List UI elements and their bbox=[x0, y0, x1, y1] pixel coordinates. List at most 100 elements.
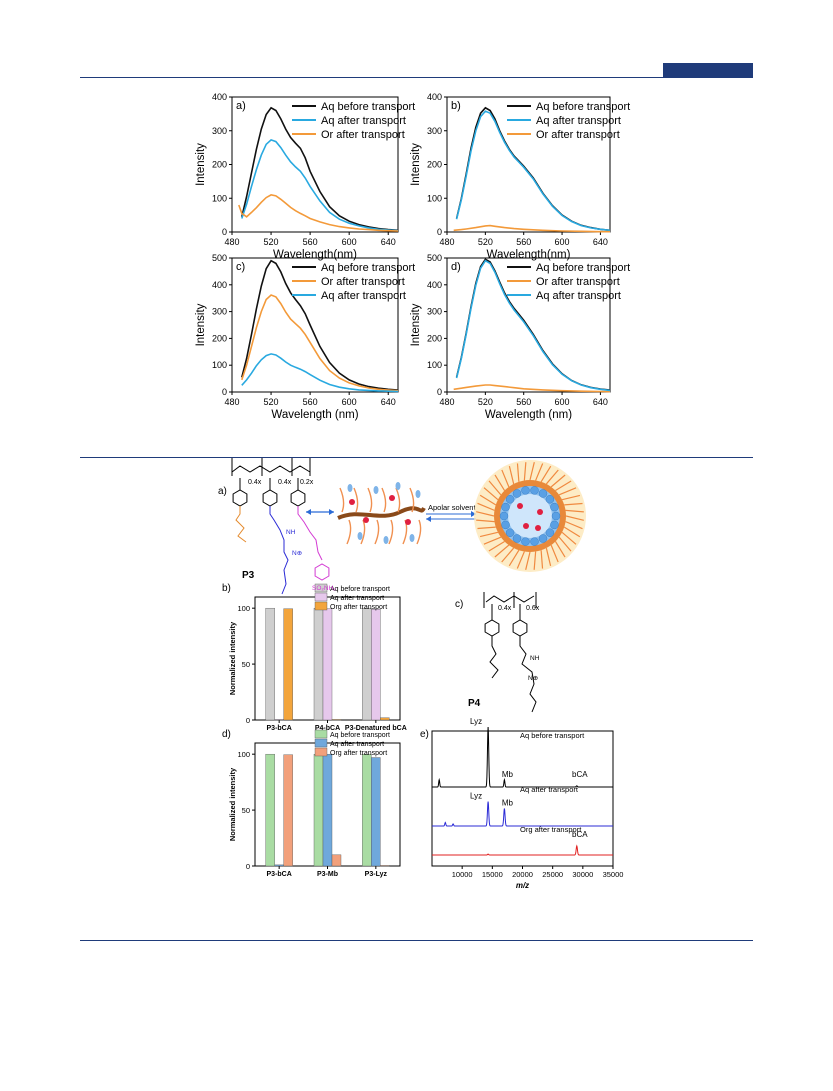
x-tick-label: 30000 bbox=[572, 870, 593, 879]
benzene-ring bbox=[232, 489, 248, 507]
micelle-arm bbox=[516, 463, 520, 482]
peak-label: Mb bbox=[502, 770, 514, 779]
micelle-arm bbox=[508, 465, 515, 485]
y-tick-label: 50 bbox=[242, 806, 250, 815]
bar bbox=[313, 753, 324, 867]
x-tick-label: 560 bbox=[516, 237, 531, 247]
micelle-arm bbox=[523, 462, 527, 481]
y-tick-label: 100 bbox=[237, 604, 250, 613]
legend-swatch bbox=[314, 747, 328, 757]
series-line-2 bbox=[455, 110, 611, 232]
micelle-arm bbox=[488, 480, 502, 496]
encapsulated-protein bbox=[517, 503, 523, 509]
micelle-bead bbox=[499, 511, 509, 521]
micelle-arm bbox=[561, 494, 581, 501]
y-axis-label: Intensity bbox=[195, 303, 207, 346]
plot-frame bbox=[231, 257, 399, 393]
micelle-arm bbox=[479, 531, 499, 538]
micelle-arm bbox=[550, 544, 559, 563]
micelle-bead bbox=[505, 528, 515, 537]
series-line-3 bbox=[453, 224, 610, 233]
legend-label: Or after transport bbox=[321, 276, 405, 288]
trace-label: Org after transport bbox=[520, 825, 582, 834]
bar bbox=[265, 607, 275, 721]
series-line-2 bbox=[241, 294, 399, 392]
category-label: P3-bCA bbox=[267, 871, 292, 878]
micelle-arm bbox=[494, 544, 510, 558]
micelle-bead bbox=[545, 528, 555, 537]
y-tick-label: 100 bbox=[212, 360, 227, 370]
x-tick-label: 480 bbox=[439, 237, 454, 247]
panel-label: c) bbox=[236, 261, 245, 273]
legend-label: Or after transport bbox=[536, 276, 620, 288]
chain-arm bbox=[409, 487, 415, 513]
bar bbox=[371, 757, 381, 867]
polymer-label: P3 bbox=[242, 570, 255, 581]
micelle-arm bbox=[540, 465, 552, 483]
micelle-bead bbox=[512, 534, 522, 543]
zwitterion-dot bbox=[357, 532, 363, 540]
micelle-arm bbox=[565, 515, 584, 521]
micelle-bead bbox=[550, 502, 559, 512]
arrow-head-left bbox=[306, 509, 311, 515]
micelle-bead bbox=[521, 537, 530, 546]
top-rule bbox=[80, 77, 753, 78]
series-line-1 bbox=[241, 259, 399, 391]
peak-label: Lyz bbox=[470, 717, 482, 726]
micelle-arm bbox=[508, 549, 520, 567]
legend-swatch bbox=[314, 729, 328, 739]
micelle-arm bbox=[555, 480, 572, 492]
micelle-bead bbox=[512, 489, 522, 498]
bar bbox=[283, 754, 293, 867]
micelle-arm bbox=[529, 462, 535, 481]
chain-arm bbox=[339, 487, 345, 513]
micelle-bead bbox=[505, 495, 515, 504]
legend-label: Aq after transport bbox=[330, 741, 384, 748]
x-tick-label: 480 bbox=[224, 397, 239, 407]
x-tick-label: 25000 bbox=[542, 870, 563, 879]
bar bbox=[371, 609, 381, 721]
y-tick-label: 100 bbox=[237, 750, 250, 759]
y-tick-label: 400 bbox=[212, 280, 227, 290]
x-axis-label: Wavelength(nm) bbox=[273, 249, 357, 261]
x-tick-label: 480 bbox=[439, 397, 454, 407]
x-tick-label: 10000 bbox=[452, 870, 473, 879]
legend-label: Aq before transport bbox=[330, 586, 390, 593]
x-tick-label: 560 bbox=[303, 397, 318, 407]
micelle-bead bbox=[550, 520, 559, 530]
scheme-panel: a) 0.4x 0.4x 0.2x NH N⊕ SO₂NH₂ P3 Apolar solvent bbox=[218, 458, 586, 595]
x-tick-label: 520 bbox=[478, 397, 493, 407]
micelle-arm bbox=[561, 531, 577, 545]
category-label: P3-Mb bbox=[317, 871, 338, 878]
encapsulated-protein bbox=[523, 523, 529, 529]
subscript-04a: 0.4x bbox=[248, 479, 262, 486]
peak-label: bCA bbox=[572, 830, 588, 839]
x-tick-label: 520 bbox=[478, 237, 493, 247]
micelle-arm bbox=[535, 463, 544, 481]
bar bbox=[380, 717, 390, 721]
x-tick-label: 640 bbox=[381, 397, 396, 407]
blue-chain bbox=[269, 506, 289, 595]
micelle-arm bbox=[545, 469, 559, 485]
series-line-3 bbox=[455, 259, 611, 392]
micelle-bead bbox=[545, 495, 555, 504]
arrow-head-right bbox=[329, 509, 334, 515]
x-tick-label: 640 bbox=[593, 397, 608, 407]
protein-dot bbox=[363, 517, 369, 523]
micelle-arm bbox=[476, 519, 495, 523]
legend-label: Aq before transport bbox=[321, 101, 415, 113]
y-tick-label: 50 bbox=[242, 660, 250, 669]
y-tick-label: 400 bbox=[427, 92, 442, 102]
legend-label: Or after transport bbox=[536, 129, 620, 141]
legend-swatch bbox=[314, 601, 328, 611]
subscript-04b: 0.4x bbox=[278, 479, 292, 486]
y-tick-label: 100 bbox=[427, 193, 442, 203]
micelle-arm bbox=[558, 487, 577, 496]
y-axis-label: Intensity bbox=[410, 303, 422, 346]
benzene-ring bbox=[290, 489, 306, 507]
series-line-1 bbox=[241, 106, 399, 232]
bar bbox=[283, 608, 293, 721]
protein-dot bbox=[405, 519, 411, 525]
